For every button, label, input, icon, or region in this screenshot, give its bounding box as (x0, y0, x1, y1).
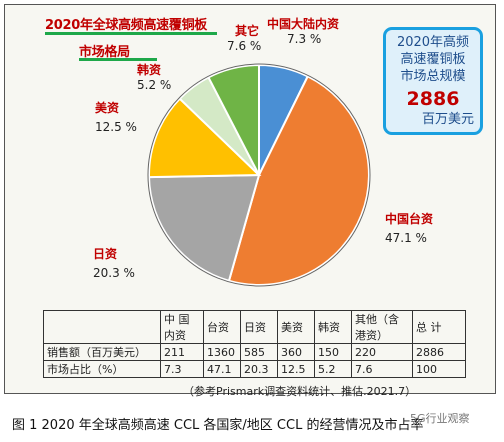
table-cell: 5.2 (314, 360, 352, 378)
table-header-cell: 台资 (203, 310, 241, 344)
table-cell: 585 (240, 343, 278, 361)
total-unit: 百万美元 (421, 112, 474, 127)
table-header-cell: 日资 (240, 310, 278, 344)
slice-label-other: 其它 7.6 % (227, 24, 261, 54)
slice-pct: 12.5 % (95, 120, 137, 134)
slice-pct: 47.1 % (385, 231, 427, 245)
pie-slice-japan (148, 173, 261, 283)
slice-label-taiwan: 中国台资 47.1 % (385, 212, 433, 249)
table-cell: 7.6 (351, 360, 413, 378)
table-cell: 100 (412, 360, 466, 378)
table-cell: 2886 (412, 343, 466, 361)
slice-name: 韩资 (137, 63, 162, 77)
figure-caption: 图 1 2020 年全球高频高速 CCL 各国家/地区 CCL 的经营情况及市占… (12, 418, 424, 433)
table-corner-cell (43, 310, 161, 344)
slice-label-mainland: 中国大陆内资 7.3 % (267, 17, 339, 47)
slice-label-us: 美资 12.5 % (95, 101, 137, 138)
title-underline (45, 32, 217, 35)
total-value: 2886 (406, 88, 460, 110)
table-header-cell: 美资 (277, 310, 315, 344)
pie-chart (147, 63, 371, 287)
slice-pct: 7.3 % (287, 32, 322, 46)
pie-slice-taiwan (227, 75, 370, 286)
table-cell: 12.5 (277, 360, 315, 378)
table-cell: 360 (277, 343, 315, 361)
slice-name: 中国台资 (385, 212, 434, 226)
table-row: 市场占比（%） 7.3 47.1 20.3 12.5 5.2 7.6 100 (43, 360, 466, 378)
chart-title-line1: 2020年全球高频高速覆铜板 (45, 18, 207, 33)
table-row-label: 市场占比（%） (43, 360, 161, 378)
table-header-cell: 中 国内资 (160, 310, 204, 344)
table-header-cell: 总 计 (412, 310, 466, 344)
source-note: （参考Prismark调查资料统计、推估.2021.7） (183, 385, 417, 398)
total-box-line: 高速覆铜板 (400, 52, 466, 67)
total-box-line: 市场总规模 (400, 69, 466, 84)
table-cell: 211 (160, 343, 204, 361)
chart-frame: 2020年全球高频高速覆铜板 市场格局 中国大陆内资 7.3 % 中国台资 47… (4, 4, 496, 398)
slice-label-korea: 韩资 5.2 % (137, 63, 171, 93)
slice-pct: 5.2 % (137, 78, 172, 92)
slice-name: 日资 (93, 247, 118, 261)
pie-outline (147, 63, 371, 287)
slice-pct: 7.6 % (227, 39, 262, 53)
pie-slice-us (148, 97, 262, 179)
pie-slice-other (207, 63, 260, 176)
title-underline (79, 58, 157, 61)
watermark: 5G行业观察 (410, 412, 470, 425)
table-cell: 7.3 (160, 360, 204, 378)
data-table: 中 国内资 台资 日资 美资 韩资 其他（含港资） 总 计 销售额（百万美元） … (43, 310, 466, 378)
table-cell: 20.3 (240, 360, 278, 378)
table-header-cell: 韩资 (314, 310, 352, 344)
table-cell: 47.1 (203, 360, 241, 378)
slice-name: 美资 (95, 101, 120, 115)
table-cell: 150 (314, 343, 352, 361)
slice-name: 其它 (235, 24, 260, 38)
table-header-cell: 其他（含港资） (351, 310, 413, 344)
table-cell: 1360 (203, 343, 241, 361)
chart-title-line2: 市场格局 (79, 45, 130, 60)
table-row-label: 销售额（百万美元） (43, 343, 161, 361)
slice-pct: 20.3 % (93, 266, 135, 280)
table-row: 销售额（百万美元） 211 1360 585 360 150 220 2886 (43, 343, 466, 361)
slice-name: 中国大陆内资 (267, 17, 340, 31)
table-header-row: 中 国内资 台资 日资 美资 韩资 其他（含港资） 总 计 (43, 310, 466, 344)
slice-label-japan: 日资 20.3 % (93, 247, 135, 284)
total-box-line: 2020年高频 (396, 35, 470, 50)
total-market-box: 2020年高频 高速覆铜板 市场总规模 2886 百万美元 (383, 27, 483, 135)
table-cell: 220 (351, 343, 413, 361)
